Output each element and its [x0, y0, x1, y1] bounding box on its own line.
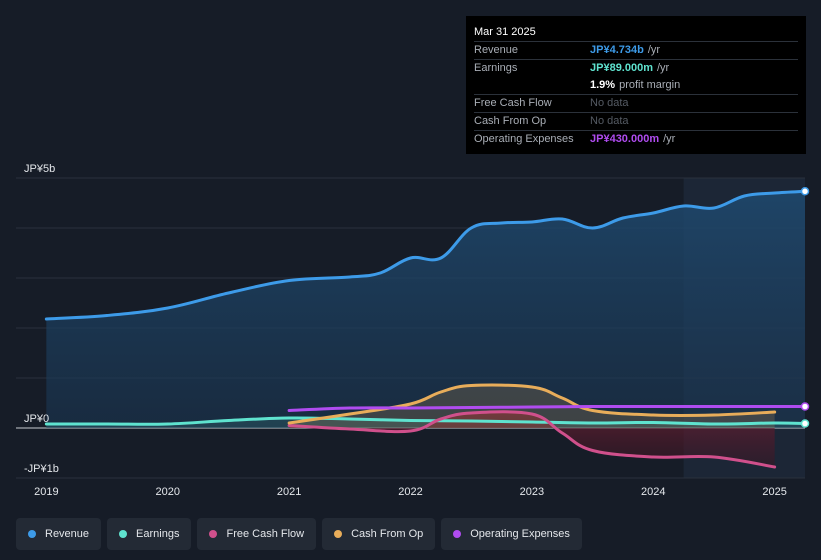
tooltip-value: No data — [590, 115, 629, 127]
revenue-area — [46, 191, 806, 428]
tooltip-unit: profit margin — [619, 79, 681, 91]
tooltip-label: Cash From Op — [474, 115, 547, 127]
legend-dot-icon — [334, 530, 343, 538]
operating-expenses-line — [287, 404, 807, 412]
x-tick-label: 2025 — [762, 486, 786, 498]
chart-legend: Revenue Earnings Free Cash Flow Cash Fro… — [16, 518, 582, 550]
tooltip-row-opex: Operating Expenses JP¥430.000m /yr — [474, 130, 798, 148]
x-tick-label: 2019 — [34, 486, 58, 498]
data-tooltip: Mar 31 2025 Revenue JP¥4.734b /yr Earnin… — [466, 16, 806, 154]
earnings-line — [44, 416, 807, 426]
legend-label: Earnings — [136, 528, 180, 540]
y-tick-label: -JP¥1b — [24, 463, 59, 475]
y-tick-label: JP¥0 — [24, 413, 49, 425]
tooltip-label: Operating Expenses — [474, 133, 574, 145]
earnings-end-marker — [800, 419, 810, 428]
x-tick-label: 2020 — [155, 486, 179, 498]
tooltip-unit: /yr — [663, 133, 676, 145]
tooltip-row-earnings: Earnings JP¥89.000m /yr — [474, 59, 798, 77]
legend-item-earnings[interactable]: Earnings — [107, 518, 192, 550]
tooltip-value: 1.9% — [590, 79, 616, 91]
tooltip-unit: /yr — [647, 44, 661, 56]
legend-item-cash-from-op[interactable]: Cash From Op — [322, 518, 436, 550]
legend-item-revenue[interactable]: Revenue — [16, 518, 102, 550]
x-tick-label: 2024 — [641, 486, 665, 498]
operating-expenses-end-marker — [800, 402, 810, 411]
tooltip-label: Revenue — [474, 44, 519, 56]
legend-item-operating-expenses[interactable]: Operating Expenses — [441, 518, 582, 550]
legend-dot-icon — [453, 530, 462, 538]
legend-dot-icon — [28, 530, 36, 538]
legend-dot-icon — [209, 530, 218, 538]
legend-dot-icon — [119, 530, 128, 538]
tooltip-unit: /yr — [657, 62, 670, 74]
revenue-end-marker — [800, 187, 810, 196]
tooltip-value: JP¥430.000m — [590, 133, 660, 145]
tooltip-date: Mar 31 2025 — [474, 26, 536, 38]
revenue-line — [44, 189, 807, 321]
tooltip-row-revenue: Revenue JP¥4.734b /yr — [474, 41, 798, 59]
tooltip-value: JP¥4.734b — [590, 44, 644, 56]
legend-item-free-cash-flow[interactable]: Free Cash Flow — [197, 518, 317, 550]
x-tick-label: 2021 — [277, 486, 301, 498]
free-cash-flow-line — [287, 410, 777, 469]
free-cash-flow-area — [289, 411, 775, 467]
tooltip-value: No data — [590, 97, 629, 109]
tooltip-row-cfo: Cash From Op No data — [474, 112, 798, 130]
tooltip-value: JP¥89.000m — [590, 62, 653, 74]
legend-label: Revenue — [45, 528, 90, 540]
legend-label: Free Cash Flow — [226, 528, 305, 540]
tooltip-label: Earnings — [474, 62, 518, 74]
x-tick-label: 2022 — [398, 486, 422, 498]
tooltip-label: Free Cash Flow — [474, 97, 552, 109]
legend-label: Operating Expenses — [470, 528, 570, 540]
tooltip-row-fcf: Free Cash Flow No data — [474, 94, 798, 112]
tooltip-row-margin: 1.9% profit margin — [474, 77, 798, 94]
x-tick-label: 2023 — [520, 486, 544, 498]
legend-label: Cash From Op — [351, 528, 424, 540]
y-tick-label: JP¥5b — [24, 163, 55, 175]
